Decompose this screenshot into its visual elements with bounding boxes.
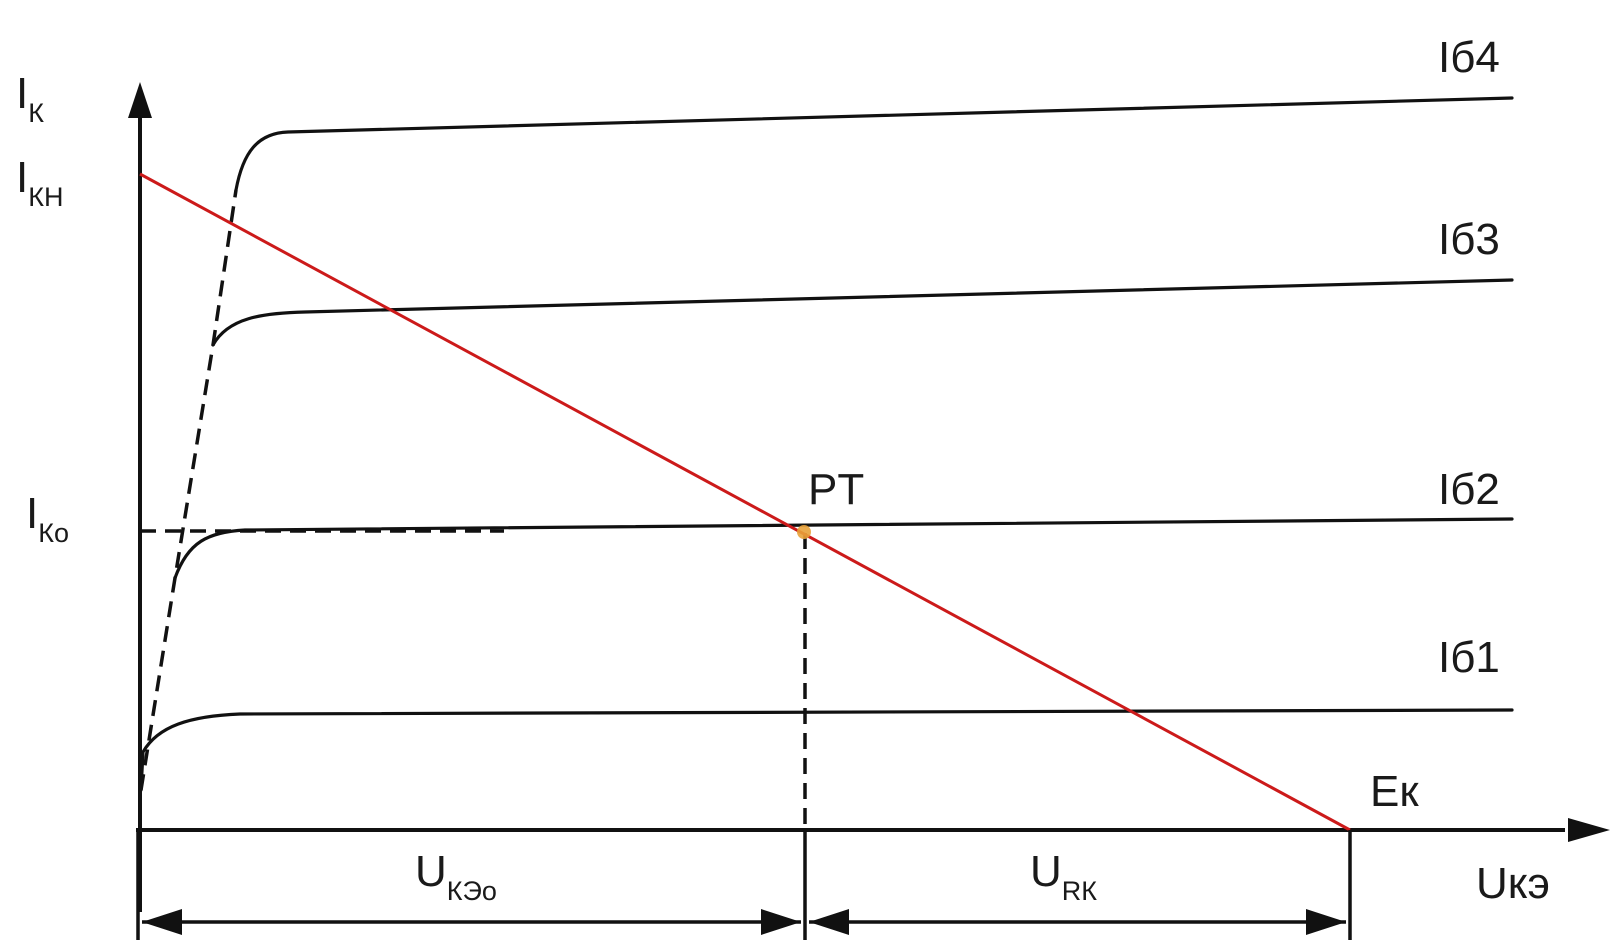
uke-dimension-arrow-right: [761, 909, 801, 935]
x-axis-label: Uкэ: [1476, 859, 1550, 908]
pt-label: PT: [808, 465, 864, 514]
curve-ib2: [173, 517, 1514, 580]
load-line: [139, 172, 1351, 832]
curve-label-ib3: Iб3: [1438, 215, 1500, 264]
curve-label-ib2: Iб2: [1438, 465, 1500, 514]
uke-dimension-arrow-left: [142, 909, 182, 935]
urk-dimension-label: URК: [1030, 847, 1097, 906]
operating-point: [797, 525, 811, 539]
curve-label-ib4: Iб4: [1438, 33, 1500, 82]
saturation-boundary: [139, 189, 238, 791]
iko-label: IКо: [26, 489, 69, 548]
urk-dimension-arrow-left: [809, 909, 849, 935]
urk-dimension-arrow-right: [1306, 909, 1346, 935]
curve-ib4: [234, 96, 1514, 192]
y-axis-label: IК: [16, 69, 44, 128]
y-axis-arrow: [128, 82, 152, 118]
ikn-label: IКН: [16, 153, 63, 212]
curve-ib1: [139, 708, 1514, 792]
ek-label: Eк: [1370, 767, 1419, 816]
x-axis-arrow: [1568, 818, 1610, 842]
curve-ib3: [211, 278, 1514, 347]
uke-dimension-label: UКЭо: [415, 847, 497, 906]
curve-label-ib1: Iб1: [1438, 633, 1500, 682]
